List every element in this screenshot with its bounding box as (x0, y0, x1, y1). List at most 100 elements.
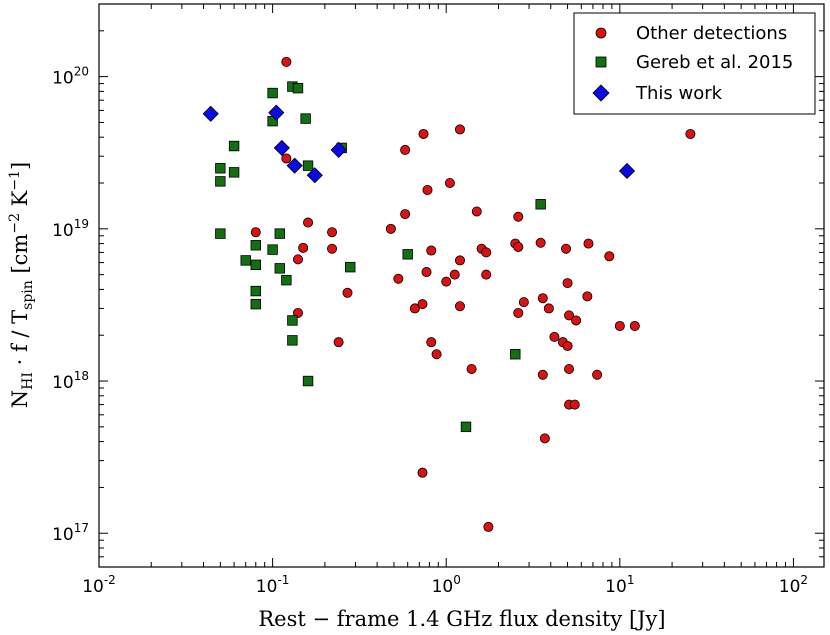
point-circle (281, 153, 292, 164)
y-label-hi-sub: HI (20, 372, 36, 390)
point-circle (569, 399, 580, 410)
legend-label-other: Other detections (636, 23, 787, 44)
point-square (287, 335, 298, 346)
point-circle (629, 320, 640, 331)
point-circle (333, 337, 344, 348)
point-square (215, 228, 226, 239)
point-square (250, 240, 261, 251)
point-square (267, 87, 278, 99)
y-label-n: N (8, 390, 32, 408)
point-circle (518, 297, 529, 308)
point-circle (400, 144, 411, 155)
plot-frame (98, 3, 825, 568)
point-circle (537, 369, 548, 380)
point-circle (426, 337, 437, 348)
legend: Other detections Gereb et al. 2015 This … (573, 12, 816, 115)
x-tick-label: 10-1 (256, 573, 290, 597)
point-diamond (330, 141, 347, 158)
point-circle (421, 267, 432, 278)
axis-ticks (98, 3, 824, 568)
point-diamond (286, 157, 303, 174)
point-square (345, 261, 356, 273)
point-circle (444, 178, 455, 189)
point-square (228, 167, 240, 178)
legend-label-gereb: Gereb et al. 2015 (636, 52, 793, 73)
point-circle (571, 315, 582, 326)
legend-marker-circle (595, 27, 607, 39)
point-circle (535, 237, 546, 248)
point-circle (250, 227, 261, 238)
point-square (228, 140, 240, 152)
y-label-exp1: −2 (7, 213, 23, 234)
point-circle (426, 245, 437, 256)
point-circle (513, 307, 524, 318)
point-circle (431, 349, 442, 360)
point-square (292, 82, 304, 94)
point-circle (592, 369, 603, 380)
point-square (215, 176, 226, 187)
point-circle (418, 128, 429, 139)
legend-entry-other: Other detections (595, 23, 787, 44)
point-circle (417, 299, 428, 310)
point-circle (327, 227, 338, 238)
point-square (302, 375, 314, 387)
point-circle (513, 211, 524, 222)
point-square (300, 113, 311, 124)
point-circle (449, 269, 460, 280)
point-square (267, 244, 278, 255)
legend-entry-thiswork: This work (592, 83, 723, 104)
point-square (274, 263, 285, 274)
point-diamond (202, 105, 219, 122)
point-diamond (273, 139, 290, 156)
point-circle (513, 241, 524, 252)
point-circle (327, 243, 338, 254)
legend-marker-diamond (592, 84, 610, 102)
point-square (250, 285, 261, 297)
point-square (402, 249, 413, 260)
point-square (460, 421, 472, 433)
y-axis-label: NHI · f / Tspin [cm−2 K−1] (7, 162, 36, 408)
point-square (274, 228, 285, 239)
point-circle (417, 467, 428, 478)
tick-labels: 10-2 10-1 100 101 102 1017 1018 1019 1020 (52, 65, 808, 597)
point-circle (539, 433, 550, 444)
point-circle (543, 303, 554, 314)
point-circle (466, 363, 477, 374)
point-circle (583, 238, 594, 249)
point-circle (385, 223, 396, 234)
point-square (281, 274, 292, 286)
x-tick-label: 101 (605, 573, 634, 597)
y-tick-label: 1020 (52, 65, 89, 89)
point-diamond (268, 104, 285, 121)
legend-box (573, 12, 816, 115)
point-circle (537, 293, 548, 304)
point-diamond (618, 162, 636, 180)
y-label-exp2: −1 (7, 170, 23, 191)
point-square (302, 160, 314, 171)
point-circle (342, 287, 353, 298)
point-circle (298, 242, 309, 253)
y-tick-label: 1019 (52, 217, 89, 241)
point-circle (454, 301, 465, 312)
point-circle (483, 521, 494, 532)
point-diamond (306, 167, 323, 184)
x-tick-label: 102 (779, 573, 808, 597)
point-circle (549, 331, 560, 342)
point-circle (564, 310, 575, 321)
point-circle (441, 276, 452, 287)
point-square (250, 259, 261, 271)
point-circle (454, 255, 465, 266)
point-circle (400, 209, 411, 220)
y-tick-label: 1018 (52, 369, 89, 393)
point-circle (422, 184, 433, 195)
point-circle (564, 363, 575, 374)
point-square (535, 199, 546, 210)
legend-entry-gereb: Gereb et al. 2015 (595, 52, 793, 73)
point-circle (292, 254, 303, 265)
legend-marker-square (595, 56, 607, 68)
point-circle (303, 217, 314, 228)
point-circle (393, 273, 404, 284)
x-axis-label: Rest − frame 1.4 GHz flux density [Jy] (258, 607, 665, 631)
point-circle (481, 269, 492, 280)
